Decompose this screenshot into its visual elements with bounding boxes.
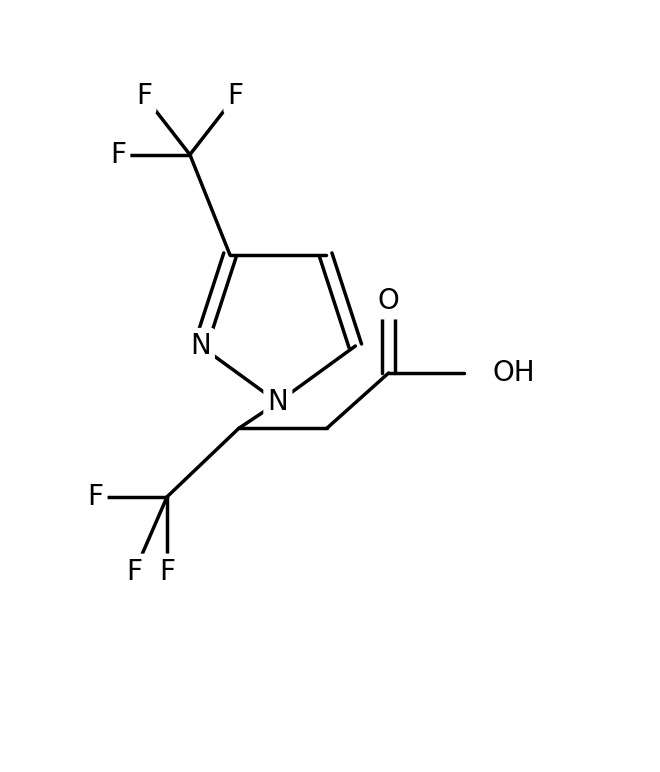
Text: N: N — [190, 332, 211, 360]
Text: F: F — [228, 82, 244, 110]
Text: F: F — [110, 141, 126, 168]
Text: O: O — [378, 287, 399, 315]
Text: F: F — [159, 557, 175, 586]
Text: N: N — [267, 388, 288, 416]
Text: F: F — [87, 482, 104, 511]
Text: F: F — [136, 82, 152, 110]
Text: F: F — [127, 557, 143, 586]
Text: OH: OH — [493, 359, 535, 387]
